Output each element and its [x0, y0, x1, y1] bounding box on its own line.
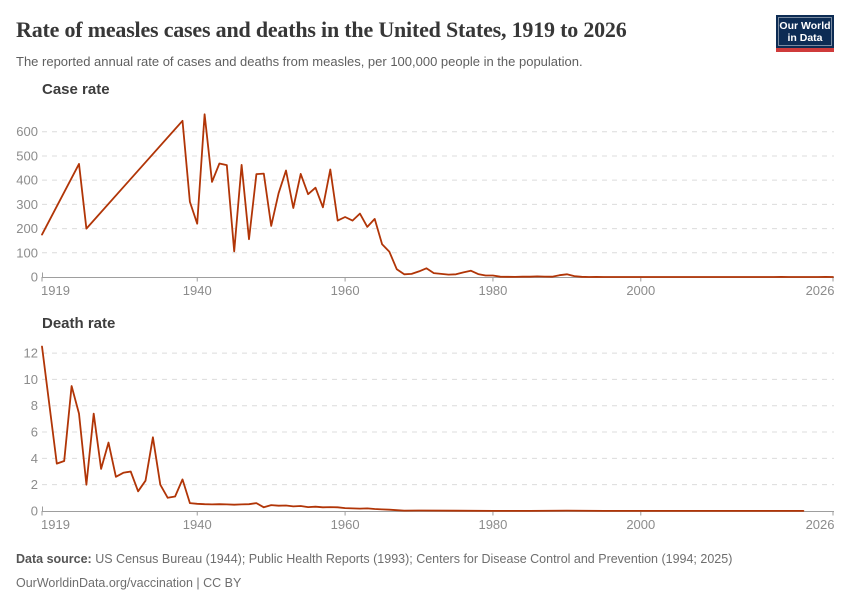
y-tick-label: 500: [16, 148, 38, 163]
death-rate-chart[interactable]: 0 2 4 6 8 10 12 1919 1940 1960 1980 2000 2026: [0, 332, 850, 544]
case-rate-chart[interactable]: 0 100 200 300 400 500 600 1919 1940 1960 1980 2000 2…: [0, 98, 850, 300]
case-rate-heading: Case rate: [42, 81, 110, 98]
license-text: | CC BY: [192, 576, 242, 590]
y-tick-label: 0: [31, 504, 38, 519]
x-tick-label: 1940: [183, 283, 212, 298]
death-rate-line: [41, 345, 805, 512]
owid-logo-line2: in Data: [787, 31, 823, 44]
x-tick-label: 1980: [478, 517, 507, 532]
y-tick-label: 4: [31, 451, 38, 466]
case-rate-line: [41, 113, 834, 278]
page-subtitle: The reported annual rate of cases and de…: [16, 54, 583, 69]
x-tick-label: 2026: [806, 517, 835, 532]
y-tick-label: 6: [31, 425, 38, 440]
page-title: Rate of measles cases and deaths in the …: [16, 17, 627, 42]
x-tick-label: 1919: [41, 283, 70, 298]
attribution-line: OurWorldinData.org/vaccination | CC BY: [16, 571, 732, 595]
data-source-label: Data source:: [16, 552, 92, 566]
chart-footer: Data source: US Census Bureau (1944); Pu…: [16, 547, 732, 595]
owid-logo[interactable]: Our World in Data: [776, 15, 834, 52]
x-tick-label: 1960: [331, 517, 360, 532]
owid-logo-red-bar: [776, 48, 834, 52]
y-tick-label: 12: [24, 346, 38, 361]
y-tick-label: 200: [16, 221, 38, 236]
owid-logo-text: Our World in Data: [779, 20, 830, 44]
x-tick-label: 1940: [183, 517, 212, 532]
y-tick-label: 300: [16, 197, 38, 212]
y-tick-label: 2: [31, 477, 38, 492]
data-source-line: Data source: US Census Bureau (1944); Pu…: [16, 547, 732, 571]
x-tick-label: 2000: [626, 283, 655, 298]
x-tick-label: 2026: [806, 283, 835, 298]
x-tick-label: 1960: [331, 283, 360, 298]
x-tick-label: 1919: [41, 517, 70, 532]
y-tick-label: 10: [24, 372, 38, 387]
y-tick-label: 600: [16, 124, 38, 139]
owid-logo-line1: Our World: [779, 19, 831, 32]
owid-vaccination-link[interactable]: OurWorldinData.org/vaccination: [16, 576, 193, 590]
x-tick-label: 2000: [626, 517, 655, 532]
y-tick-label: 400: [16, 173, 38, 188]
data-source-text: US Census Bureau (1944); Public Health R…: [91, 552, 733, 566]
owid-logo-box: Our World in Data: [776, 15, 834, 48]
x-tick-label: 1980: [478, 283, 507, 298]
death-rate-heading: Death rate: [42, 315, 116, 332]
y-tick-label: 100: [16, 245, 38, 260]
y-tick-label: 0: [31, 270, 38, 285]
y-tick-label: 8: [31, 398, 38, 413]
